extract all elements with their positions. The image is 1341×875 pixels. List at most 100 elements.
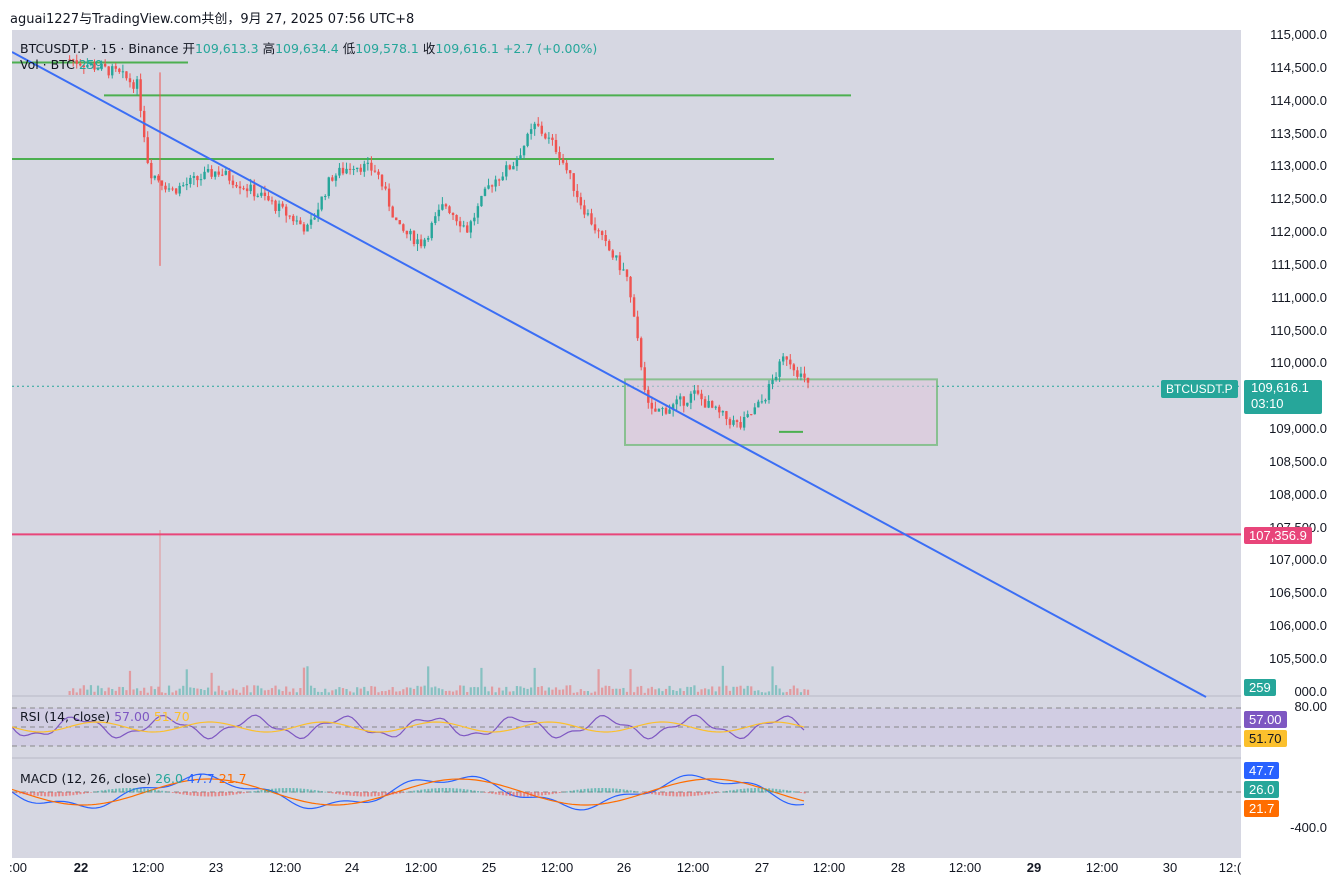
- candle-body: [277, 203, 281, 212]
- time-tick: 22: [73, 860, 89, 875]
- volume-bar: [466, 692, 469, 695]
- volume-bar: [732, 686, 735, 695]
- candle-body: [274, 200, 277, 212]
- candle-body: [448, 206, 451, 213]
- candle-body: [611, 250, 614, 258]
- volume-bar: [427, 666, 430, 695]
- time-tick: 12:00: [268, 860, 302, 875]
- volume-bar: [473, 686, 476, 695]
- price-chart-svg[interactable]: [12, 30, 1241, 858]
- macd-histogram-bar: [785, 790, 788, 793]
- candle-body: [231, 180, 235, 185]
- macd-histogram-bar: [540, 792, 543, 796]
- candle-body: [608, 241, 611, 251]
- volume-bar: [476, 687, 479, 695]
- candle-body: [160, 180, 164, 186]
- candle-body: [434, 216, 437, 223]
- macd-histogram-bar: [51, 792, 54, 797]
- candle-body: [441, 204, 444, 210]
- candle-body: [366, 162, 370, 164]
- candle-body: [494, 179, 497, 187]
- macd-histogram-bar: [509, 792, 511, 796]
- candle-body: [189, 177, 192, 185]
- candle-body: [284, 206, 288, 216]
- macd-histogram-bar: [565, 791, 568, 793]
- macd-histogram-bar: [590, 788, 593, 793]
- candle-body: [593, 224, 597, 231]
- volume-bar: [686, 686, 689, 695]
- macd-histogram-bar: [178, 792, 181, 795]
- macd-histogram-bar: [260, 790, 263, 793]
- macd-histogram-bar: [430, 788, 433, 793]
- candle-body: [89, 63, 93, 66]
- macd-histogram-bar: [100, 790, 103, 793]
- macd-histogram-bar: [434, 788, 437, 793]
- volume-bar: [398, 691, 401, 695]
- volume-label[interactable]: Vol · BTC: [20, 57, 75, 72]
- macd-histogram-bar: [352, 792, 355, 797]
- macd-histogram-bar: [303, 788, 306, 793]
- volume-bar: [441, 689, 444, 695]
- macd-histogram-bar: [356, 792, 359, 797]
- time-axis[interactable]: :00 22 12:00 23 12:00 24 12:00 25 12:00 …: [0, 858, 1341, 875]
- macd-histogram-bar: [182, 792, 185, 795]
- macd-histogram-bar: [480, 791, 483, 793]
- macd-histogram-bar: [313, 790, 316, 793]
- macd-histogram-bar: [512, 792, 515, 797]
- rsi-ma-value: 51.70: [153, 709, 190, 724]
- symbol-name[interactable]: BTCUSDT.P · 15 · Binance: [20, 41, 179, 56]
- candle-body: [664, 408, 668, 414]
- macd-histogram-bar: [235, 792, 238, 795]
- candle-body: [395, 217, 398, 221]
- candle-body: [771, 380, 774, 385]
- macd-label[interactable]: MACD (12, 26, close): [20, 771, 152, 786]
- volume-bar: [459, 685, 462, 695]
- macd-histogram-bar: [523, 792, 526, 797]
- macd-histogram-bar: [558, 792, 561, 793]
- price-tick: 106,500.0: [1269, 585, 1327, 600]
- time-tick: 12:00: [131, 860, 165, 875]
- volume-bar: [324, 688, 327, 695]
- volume-bar: [302, 667, 306, 695]
- macd-histogram-bar: [406, 791, 409, 793]
- candle-body: [370, 162, 373, 171]
- macd-histogram-bar: [487, 792, 490, 794]
- volume-bar: [171, 692, 174, 695]
- macd-histogram-bar: [349, 792, 352, 796]
- macd-histogram-bar: [114, 788, 117, 793]
- macd-histogram-bar: [569, 790, 572, 793]
- macd-histogram-bar: [693, 792, 696, 796]
- macd-histogram-bar: [651, 792, 653, 795]
- volume-bar: [320, 692, 323, 695]
- candle-body: [675, 399, 678, 405]
- macd-histogram-bar: [200, 792, 203, 797]
- volume-bar: [373, 686, 377, 695]
- candle-body: [210, 169, 213, 177]
- macd-histogram-bar: [136, 788, 139, 793]
- rsi-label[interactable]: RSI (14, close): [20, 709, 111, 724]
- candle-body: [68, 59, 71, 61]
- time-tick: 12:00: [812, 860, 846, 875]
- volume-bar: [395, 691, 398, 695]
- macd-histogram-bar: [395, 792, 398, 794]
- candle-body: [505, 165, 508, 177]
- rsi-ma-line: [12, 721, 805, 733]
- volume-bar: [565, 685, 568, 695]
- macd-histogram-bar: [175, 792, 178, 794]
- candle-body: [579, 197, 583, 206]
- macd-histogram-bar: [292, 788, 295, 793]
- candle-body: [519, 155, 522, 159]
- price-tick-partial: 000.0: [1294, 684, 1327, 699]
- volume-bar: [157, 686, 160, 695]
- candle-body: [739, 422, 742, 428]
- symbol-price-tag: BTCUSDT.P: [1161, 380, 1238, 398]
- macd-histogram-bar: [189, 792, 192, 796]
- macd-histogram-bar: [498, 792, 501, 795]
- candle-body: [718, 406, 721, 413]
- macd-histogram-bar: [416, 790, 419, 793]
- macd-histogram-bar: [491, 792, 494, 794]
- candle-body: [551, 137, 554, 140]
- chart-pane[interactable]: BTCUSDT.P · 15 · Binance 开109,613.3 高109…: [12, 30, 1241, 858]
- macd-histogram-bar: [675, 792, 678, 797]
- price-axis[interactable]: 115,000.0 114,500.0 114,000.0 113,500.0 …: [1241, 27, 1341, 858]
